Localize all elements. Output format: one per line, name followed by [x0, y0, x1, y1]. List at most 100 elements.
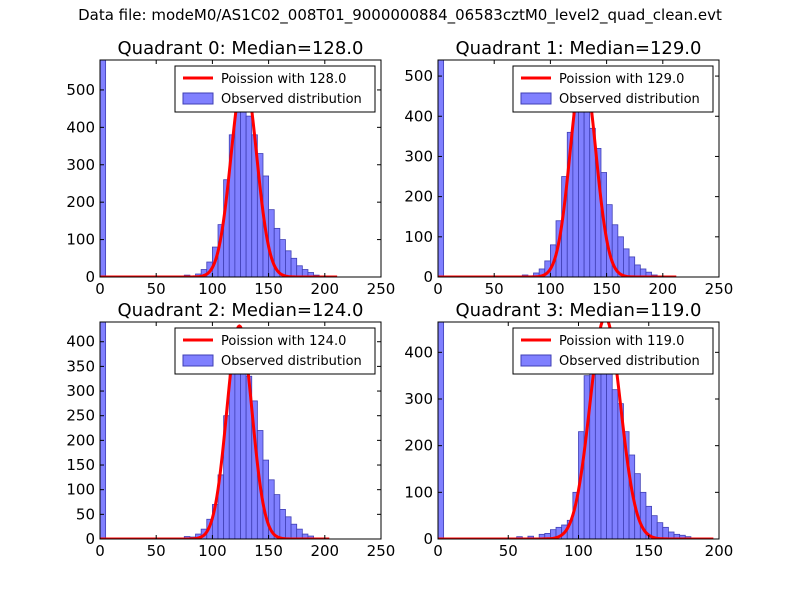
- histogram-bar: [100, 60, 107, 277]
- plot-area: [438, 60, 677, 277]
- x-tick-label: 50: [147, 542, 166, 560]
- legend: Poission with 128.0 Observed distribution: [174, 65, 376, 113]
- subplot-title: Quadrant 1: Median=129.0: [456, 38, 702, 59]
- legend-fit-label: Poission with 128.0: [221, 72, 346, 87]
- y-tick-label: 300: [404, 390, 433, 408]
- y-tick-label: 100: [66, 481, 95, 499]
- histogram-bar: [240, 351, 247, 539]
- legend-fit-label: Poission with 119.0: [559, 334, 684, 349]
- histogram-bar: [245, 115, 253, 277]
- y-tick-label: 0: [85, 530, 95, 548]
- axes-frame: [437, 59, 720, 278]
- subplot-title: Quadrant 2: Median=124.0: [118, 300, 364, 321]
- y-tick-label: 50: [76, 505, 95, 523]
- histogram-bar: [240, 89, 247, 277]
- histogram-bar: [662, 526, 669, 539]
- x-tick-label: 200: [310, 542, 339, 560]
- histogram-bar: [100, 322, 107, 539]
- y-tick-label: 300: [66, 156, 95, 174]
- y-tick-label: 150: [66, 456, 95, 474]
- x-tick-label: 0: [95, 542, 105, 560]
- y-tick-label: 200: [404, 188, 433, 206]
- x-tick-label: 100: [198, 280, 227, 298]
- histogram-bar: [623, 248, 630, 277]
- legend-hist-swatch: [182, 354, 214, 367]
- legend: Poission with 119.0 Observed distribution: [512, 327, 714, 375]
- y-tick-label: 200: [404, 437, 433, 455]
- legend-hist-label: Observed distribution: [559, 92, 700, 107]
- histogram-bar: [290, 257, 298, 277]
- y-tick-label: 250: [66, 407, 95, 425]
- subplot-title: Quadrant 3: Median=119.0: [456, 300, 702, 321]
- x-tick-label: 100: [536, 280, 565, 298]
- y-tick-label: 400: [66, 118, 95, 136]
- histogram-bar: [273, 494, 281, 539]
- histogram-bar: [578, 83, 585, 277]
- y-tick-label: 500: [66, 81, 95, 99]
- quadrant-1-panel: 0 50 100 150 200 250 0 100 200 300 400 500 Quadrant …: [404, 38, 733, 298]
- x-tick-label: 50: [147, 280, 166, 298]
- x-tick-label: 0: [433, 280, 443, 298]
- x-tick-label: 150: [592, 280, 621, 298]
- histogram-bar: [634, 264, 641, 277]
- x-tick-label: 250: [367, 542, 396, 560]
- y-tick-label: 100: [404, 228, 433, 246]
- legend-hist-swatch: [520, 354, 552, 367]
- y-tick-label: 300: [66, 382, 95, 400]
- histogram-bar: [606, 370, 613, 539]
- x-tick-label: 150: [254, 542, 283, 560]
- quadrant-0-panel: 0 50 100 150 200 250 0 100 200 300 400 500 Quadrant …: [66, 38, 395, 298]
- histogram-bar: [628, 256, 636, 277]
- histogram-bar: [234, 108, 241, 277]
- x-tick-label: 150: [254, 280, 283, 298]
- axes-frame: [99, 59, 382, 278]
- y-tick-label: 500: [404, 67, 433, 85]
- histogram-bar: [228, 370, 236, 539]
- legend-hist-label: Observed distribution: [559, 354, 700, 369]
- histogram-bar: [656, 522, 664, 539]
- quadrant-3-panel: 0 50 100 150 200 0 100 200 300 400 Quadrant 3: Med…: [404, 300, 733, 560]
- x-tick-label: 50: [499, 542, 518, 560]
- x-tick-label: 200: [310, 280, 339, 298]
- figure-title: Data file: modeM0/AS1C02_008T01_90000008…: [78, 6, 722, 24]
- plot-area: [100, 60, 338, 277]
- legend-hist-label: Observed distribution: [221, 354, 362, 369]
- x-tick-label: 0: [95, 280, 105, 298]
- y-tick-label: 300: [404, 147, 433, 165]
- x-tick-label: 100: [564, 542, 593, 560]
- subplot-title: Quadrant 0: Median=128.0: [118, 38, 364, 59]
- histogram-bar: [600, 351, 607, 539]
- y-tick-label: 400: [404, 107, 433, 125]
- x-tick-label: 250: [367, 280, 396, 298]
- quadrant-2-panel: 0 50 100 150 200 250 0 50 100 150 200 250 300 350 400 Q…: [66, 300, 395, 560]
- histogram-bar: [279, 239, 286, 277]
- legend-hist-swatch: [520, 92, 552, 105]
- x-tick-label: 200: [648, 280, 677, 298]
- axes-frame: [99, 321, 382, 540]
- legend: Poission with 124.0 Observed distribution: [174, 327, 376, 375]
- y-tick-label: 100: [404, 483, 433, 501]
- histogram-bar: [290, 523, 298, 539]
- legend-hist-label: Observed distribution: [221, 92, 362, 107]
- histogram-bar: [438, 322, 445, 539]
- histogram-bar: [279, 509, 286, 539]
- y-tick-label: 400: [404, 343, 433, 361]
- histogram-bar: [611, 389, 619, 539]
- x-tick-label: 150: [634, 542, 663, 560]
- legend-fit-label: Poission with 129.0: [559, 72, 684, 87]
- y-tick-label: 350: [66, 357, 95, 375]
- histogram-bar: [296, 265, 303, 277]
- y-tick-label: 200: [66, 193, 95, 211]
- y-tick-label: 0: [423, 530, 433, 548]
- y-tick-label: 0: [423, 268, 433, 286]
- y-tick-label: 0: [85, 268, 95, 286]
- legend: Poission with 129.0 Observed distribution: [512, 65, 714, 113]
- x-tick-label: 0: [433, 542, 443, 560]
- histogram-bar: [285, 250, 292, 277]
- legend-hist-swatch: [182, 92, 214, 105]
- histogram-bar: [583, 107, 591, 277]
- x-tick-label: 200: [705, 542, 734, 560]
- x-tick-label: 50: [485, 280, 504, 298]
- x-tick-label: 250: [705, 280, 734, 298]
